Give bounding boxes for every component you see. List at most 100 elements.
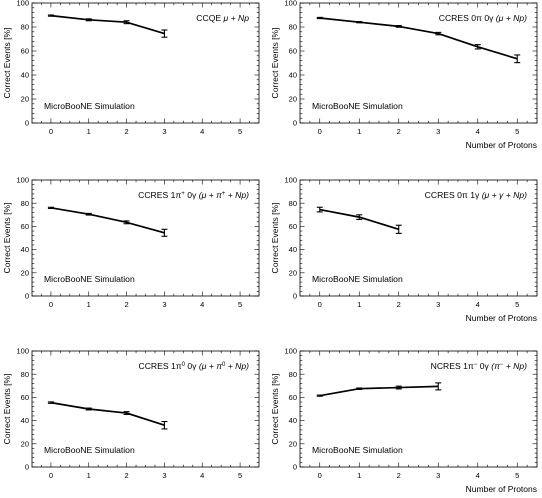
- panel-title-part: +: [222, 191, 226, 197]
- error-bar: [435, 382, 442, 391]
- error-bar: [85, 212, 92, 216]
- error-bar: [395, 25, 402, 28]
- error-bar: [123, 220, 130, 225]
- y-tick-label: 0: [293, 463, 297, 472]
- error-bar: [123, 20, 130, 25]
- error-bar: [356, 214, 363, 220]
- panel-title-part: + Np): [225, 361, 249, 371]
- x-tick-label: 5: [238, 471, 242, 480]
- y-tick-label: 60: [289, 393, 297, 402]
- error-bar: [123, 411, 130, 416]
- chart-panel-4: 0 20 40 60 80 100 0 1 2 3 4 5 Correct Events [%] Numb…: [270, 176, 538, 323]
- x-tick-label: 2: [124, 127, 128, 136]
- simulation-label: MicroBooNE Simulation: [44, 445, 135, 455]
- error-bar: [474, 44, 481, 50]
- error-bar: [47, 206, 54, 209]
- panel-title-part: +: [181, 191, 185, 197]
- y-tick-label: 20: [21, 439, 29, 448]
- panel-title-part: NCRES 1π: [431, 361, 474, 371]
- x-tick-label: 0: [318, 127, 322, 136]
- x-tick-label: 3: [436, 300, 440, 309]
- y-tick-label: 60: [289, 222, 297, 231]
- y-tick-label: 0: [293, 292, 297, 301]
- y-tick-label: 100: [16, 0, 29, 8]
- y-tick-label: 60: [289, 47, 297, 56]
- y-axis-label: Correct Events [%]: [270, 203, 280, 274]
- y-tick-label: 100: [284, 176, 297, 185]
- panel-title: NCRES 1π− 0γ (π− + Np): [431, 361, 527, 371]
- y-tick-label: 0: [25, 292, 29, 301]
- x-tick-label: 1: [87, 471, 91, 480]
- panel-title: CCRES 0π 1γ (μ + γ + Np): [425, 190, 527, 200]
- error-bar: [356, 21, 363, 24]
- x-tick-label: 2: [397, 127, 401, 136]
- error-bar: [316, 16, 323, 20]
- panel-title-part: CCRES 1π: [138, 361, 181, 371]
- series-line: [319, 385, 439, 397]
- y-tick-label: 60: [21, 222, 29, 231]
- simulation-label: MicroBooNE Simulation: [312, 274, 403, 284]
- x-tick-label: 4: [200, 471, 204, 480]
- series-line: [50, 14, 165, 35]
- x-tick-label: 1: [87, 127, 91, 136]
- panel-title-part: CCRES 0π 0γ: [439, 13, 496, 23]
- error-bar: [395, 224, 402, 234]
- y-tick-label: 100: [284, 347, 297, 356]
- x-tick-label: 4: [476, 127, 480, 136]
- y-axis-label: Correct Events [%]: [2, 203, 12, 274]
- x-tick-label: 3: [162, 127, 166, 136]
- y-tick-label: 80: [289, 370, 297, 379]
- y-tick-label: 0: [25, 119, 29, 128]
- panel-title-part: CCQE: [196, 13, 223, 23]
- y-tick-label: 20: [21, 268, 29, 277]
- x-tick-label: 5: [515, 300, 519, 309]
- y-tick-label: 40: [289, 71, 297, 80]
- panel-title-part: −: [474, 362, 478, 368]
- x-tick-label: 1: [87, 300, 91, 309]
- y-tick-label: 100: [16, 347, 29, 356]
- y-tick-label: 40: [21, 71, 29, 80]
- y-tick-label: 60: [21, 47, 29, 56]
- x-tick-label: 3: [162, 300, 166, 309]
- y-tick-label: 80: [21, 23, 29, 32]
- panel-title-part: + Np): [503, 361, 527, 371]
- chart-panel-5: 0 20 40 60 80 100 0 1 2 3 4 5 Correct Events [%] CCRE…: [2, 347, 260, 480]
- x-axis-label: Number of Protons: [466, 140, 537, 150]
- error-bar: [356, 387, 363, 390]
- panel-title-part: (μ + π: [199, 190, 222, 200]
- x-tick-label: 3: [436, 127, 440, 136]
- x-tick-label: 3: [436, 471, 440, 480]
- y-tick-label: 80: [289, 23, 297, 32]
- error-bar: [85, 407, 92, 411]
- x-tick-label: 2: [124, 471, 128, 480]
- x-tick-label: 5: [515, 127, 519, 136]
- x-tick-label: 0: [49, 471, 53, 480]
- x-tick-label: 4: [476, 471, 480, 480]
- x-tick-label: 5: [238, 300, 242, 309]
- y-tick-label: 80: [289, 199, 297, 208]
- error-bar: [316, 394, 323, 397]
- x-tick-label: 1: [357, 471, 361, 480]
- x-tick-label: 0: [318, 300, 322, 309]
- x-tick-label: 4: [476, 300, 480, 309]
- x-tick-label: 2: [397, 471, 401, 480]
- simulation-label: MicroBooNE Simulation: [44, 101, 135, 111]
- error-bar: [316, 206, 323, 213]
- y-tick-label: 40: [21, 245, 29, 254]
- x-tick-label: 5: [238, 127, 242, 136]
- series-line: [50, 207, 165, 234]
- error-bar: [395, 385, 402, 390]
- x-tick-label: 3: [162, 471, 166, 480]
- y-axis-label: Correct Events [%]: [2, 374, 12, 445]
- y-axis-label: Correct Events [%]: [270, 28, 280, 99]
- panel-title-part: (μ + π: [199, 361, 222, 371]
- x-tick-label: 5: [515, 471, 519, 480]
- x-tick-label: 4: [200, 300, 204, 309]
- panel-title-part: CCRES 1π: [138, 190, 181, 200]
- y-tick-label: 20: [289, 95, 297, 104]
- y-tick-label: 100: [284, 0, 297, 8]
- panel-title-part: (μ + γ + Np): [482, 190, 527, 200]
- panel-title: CCRES 1π+ 0γ (μ + π+ + Np): [138, 190, 249, 200]
- x-tick-label: 0: [49, 127, 53, 136]
